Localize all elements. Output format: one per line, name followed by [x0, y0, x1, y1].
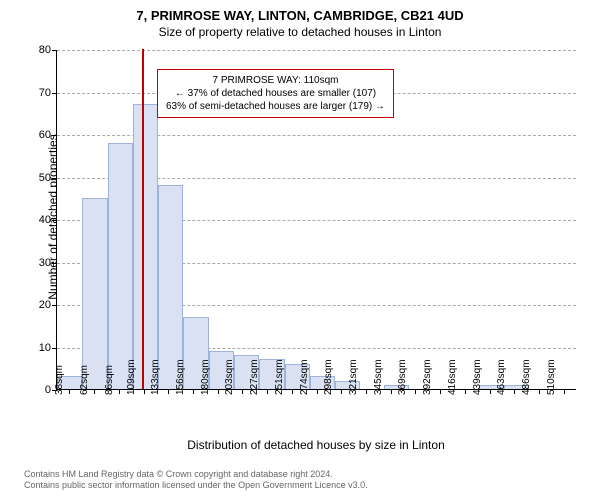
xtick-mark	[415, 389, 416, 394]
xtick-mark	[193, 389, 194, 394]
xtick-label: 227sqm	[249, 359, 260, 395]
xtick-label: 392sqm	[422, 359, 433, 395]
xtick-mark	[119, 389, 120, 394]
histogram-bar	[133, 104, 158, 389]
property-marker-line	[142, 49, 144, 389]
xtick-label: 463sqm	[497, 359, 508, 395]
annotation-box: 7 PRIMROSE WAY: 110sqm← 37% of detached …	[157, 69, 394, 118]
xtick-mark	[292, 389, 293, 394]
xtick-label: 109sqm	[126, 359, 137, 395]
x-axis-label: Distribution of detached houses by size …	[56, 438, 576, 452]
xtick-mark	[341, 389, 342, 394]
xtick-label: 38sqm	[54, 365, 65, 395]
xtick-label: 180sqm	[200, 359, 211, 395]
xtick-label: 86sqm	[104, 365, 115, 395]
xtick-mark	[144, 389, 145, 394]
xtick-mark	[317, 389, 318, 394]
xtick-label: 486sqm	[521, 359, 532, 395]
xtick-label: 156sqm	[175, 359, 186, 395]
xtick-label: 369sqm	[398, 359, 409, 395]
footer-attribution: Contains HM Land Registry data © Crown c…	[24, 469, 368, 492]
xtick-mark	[218, 389, 219, 394]
annotation-line: ← 37% of detached houses are smaller (10…	[166, 87, 385, 100]
xtick-label: 274sqm	[299, 359, 310, 395]
xtick-mark	[366, 389, 367, 394]
footer-line-1: Contains HM Land Registry data © Crown c…	[24, 469, 368, 481]
title-block: 7, PRIMROSE WAY, LINTON, CAMBRIDGE, CB21…	[0, 0, 600, 39]
xtick-mark	[539, 389, 540, 394]
xtick-mark	[168, 389, 169, 394]
xtick-mark	[440, 389, 441, 394]
xtick-label: 510sqm	[546, 359, 557, 395]
xtick-mark	[69, 389, 70, 394]
histogram-bar	[82, 198, 107, 389]
xtick-mark	[94, 389, 95, 394]
xtick-mark	[465, 389, 466, 394]
xtick-label: 345sqm	[373, 359, 384, 395]
plot-area: 0102030405060708038sqm62sqm86sqm109sqm13…	[56, 50, 576, 390]
xtick-label: 203sqm	[225, 359, 236, 395]
xtick-mark	[490, 389, 491, 394]
chart-container: 7, PRIMROSE WAY, LINTON, CAMBRIDGE, CB21…	[0, 0, 600, 500]
xtick-mark	[242, 389, 243, 394]
xtick-label: 251sqm	[274, 359, 285, 395]
footer-line-2: Contains public sector information licen…	[24, 480, 368, 492]
xtick-label: 133sqm	[150, 359, 161, 395]
xtick-mark	[564, 389, 565, 394]
xtick-label: 439sqm	[472, 359, 483, 395]
annotation-line: 7 PRIMROSE WAY: 110sqm	[166, 74, 385, 87]
histogram-bar	[158, 185, 183, 389]
chart-subtitle: Size of property relative to detached ho…	[0, 25, 600, 39]
xtick-label: 62sqm	[79, 365, 90, 395]
xtick-mark	[267, 389, 268, 394]
xtick-mark	[391, 389, 392, 394]
histogram-bar	[108, 143, 133, 390]
xtick-mark	[514, 389, 515, 394]
xtick-label: 298sqm	[323, 359, 334, 395]
annotation-line: 63% of semi-detached houses are larger (…	[166, 100, 385, 113]
xtick-label: 416sqm	[447, 359, 458, 395]
chart-title: 7, PRIMROSE WAY, LINTON, CAMBRIDGE, CB21…	[0, 8, 600, 23]
xtick-label: 321sqm	[348, 359, 359, 395]
